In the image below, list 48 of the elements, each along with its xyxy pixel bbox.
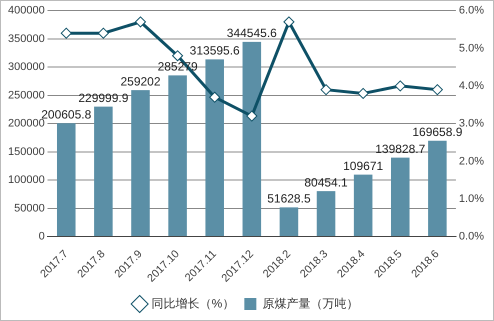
data-label: 139828.7 bbox=[375, 142, 426, 156]
y-tick-label: 50000 bbox=[14, 202, 45, 214]
legend-label: 原煤产量（万吨） bbox=[262, 296, 358, 310]
bar bbox=[205, 59, 224, 236]
y-tick-label: 300000 bbox=[8, 61, 45, 74]
y-tick-label: 350000 bbox=[8, 32, 45, 45]
y2-tick-label: 4.0% bbox=[458, 80, 484, 92]
y2-tick-label: 0.0% bbox=[458, 230, 484, 243]
data-label: 229999.9 bbox=[78, 90, 129, 105]
bar bbox=[280, 207, 298, 236]
point bbox=[134, 16, 146, 28]
point bbox=[394, 80, 406, 92]
y-tick-label: 250000 bbox=[8, 89, 45, 102]
y2-tick-label: 5.0% bbox=[458, 42, 484, 54]
y-tick-label: 100000 bbox=[8, 174, 45, 186]
y-tick-label: 150000 bbox=[8, 146, 45, 158]
point bbox=[320, 84, 332, 96]
bar bbox=[242, 42, 262, 236]
point bbox=[172, 50, 184, 62]
point bbox=[246, 110, 258, 122]
data-label: 109671 bbox=[343, 158, 384, 173]
y-tick-label: 400000 bbox=[8, 4, 45, 17]
bar bbox=[316, 191, 336, 236]
point bbox=[98, 28, 109, 39]
point bbox=[358, 88, 369, 99]
point bbox=[209, 92, 220, 103]
y2-tick-label: 1.0% bbox=[458, 192, 484, 205]
point bbox=[283, 16, 294, 28]
y-tick-label: 0 bbox=[38, 230, 45, 243]
data-label: 169658.9 bbox=[412, 125, 463, 140]
point bbox=[432, 84, 443, 96]
bar bbox=[94, 106, 113, 236]
data-label: 51628.5 bbox=[267, 192, 311, 206]
data-label: 344545.6 bbox=[226, 26, 278, 40]
data-label: 313595.6 bbox=[190, 44, 240, 58]
bar bbox=[56, 123, 76, 236]
y-tick-label: 200000 bbox=[8, 118, 45, 130]
data-label: 259202 bbox=[120, 74, 161, 88]
data-label: 80454.1 bbox=[304, 175, 348, 190]
y2-tick-label: 2.0% bbox=[458, 155, 484, 168]
legend-label: 同比增长（%） bbox=[152, 296, 234, 310]
bar bbox=[428, 140, 447, 236]
bar bbox=[168, 75, 187, 236]
y2-tick-label: 6.0% bbox=[458, 4, 484, 17]
bar bbox=[390, 158, 410, 236]
bar bbox=[131, 90, 150, 236]
point bbox=[60, 28, 72, 39]
bar bbox=[354, 174, 372, 236]
